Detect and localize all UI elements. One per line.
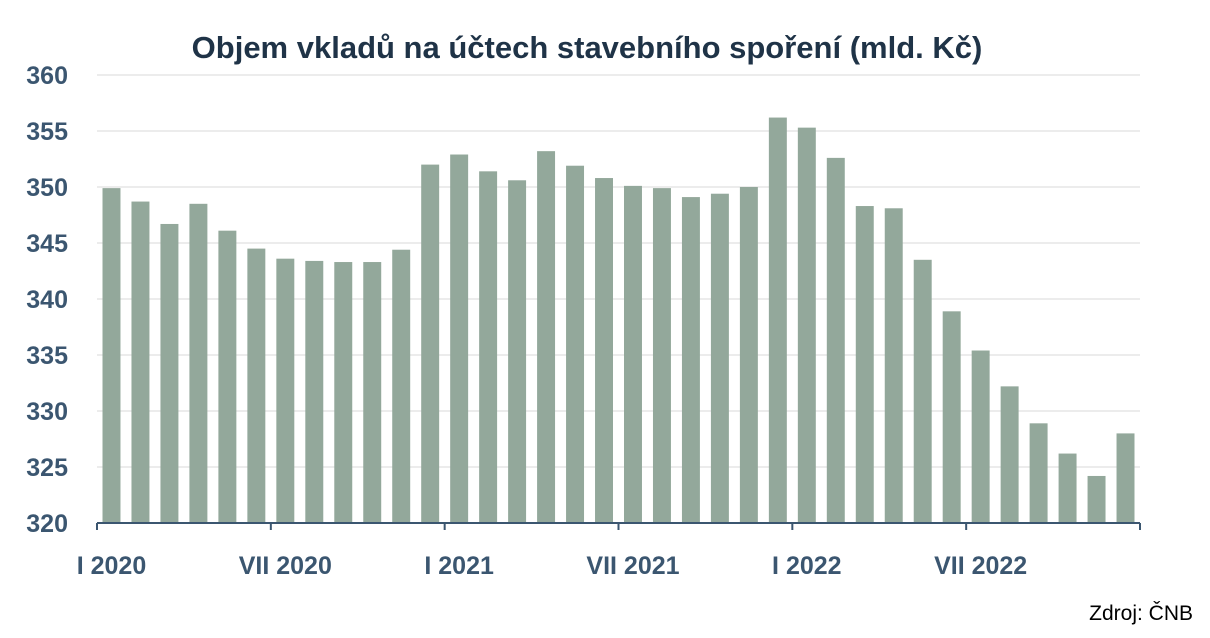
bar bbox=[508, 180, 527, 523]
y-tick-label: 345 bbox=[26, 230, 68, 258]
bar bbox=[1029, 423, 1048, 523]
bar bbox=[739, 187, 758, 523]
bar bbox=[624, 185, 642, 523]
y-tick-label: 325 bbox=[26, 454, 68, 482]
y-tick-label: 335 bbox=[26, 342, 68, 370]
bar bbox=[1087, 475, 1106, 523]
bar bbox=[855, 206, 874, 524]
bar bbox=[1116, 433, 1135, 523]
bar bbox=[652, 188, 671, 523]
bar bbox=[884, 208, 903, 523]
y-tick-label: 350 bbox=[26, 174, 68, 202]
bar bbox=[421, 164, 440, 523]
x-tick-label: I 2021 bbox=[424, 552, 494, 580]
bar bbox=[363, 262, 382, 523]
x-axis-ticks: I 2020 VII 2020 I 2021 VII 2021 I 2022 VII 20… bbox=[77, 552, 1027, 580]
bar bbox=[681, 197, 700, 523]
grid bbox=[97, 74, 1140, 468]
y-tick-label: 320 bbox=[26, 510, 68, 538]
bar bbox=[913, 259, 932, 523]
x-tick-label: VII 2020 bbox=[239, 552, 332, 580]
bar bbox=[768, 117, 787, 523]
bar bbox=[971, 350, 990, 523]
x-tick-label: VII 2021 bbox=[586, 552, 679, 580]
y-tick-label: 360 bbox=[26, 62, 68, 90]
bar bbox=[537, 151, 556, 523]
bar bbox=[595, 178, 613, 524]
bar bbox=[450, 154, 469, 523]
y-tick-label: 355 bbox=[26, 118, 68, 146]
bar bbox=[218, 230, 237, 523]
bar bbox=[276, 258, 295, 523]
x-tick-label: VII 2022 bbox=[934, 552, 1027, 580]
bar bbox=[566, 165, 585, 523]
bar bbox=[131, 201, 150, 523]
x-tick-label: I 2020 bbox=[77, 552, 147, 580]
axes bbox=[96, 522, 1141, 530]
bar bbox=[942, 311, 961, 523]
bar bbox=[102, 188, 121, 523]
bar bbox=[797, 127, 816, 523]
y-tick-label: 330 bbox=[26, 398, 68, 426]
source-note: Zdroj: ČNB bbox=[1089, 602, 1193, 625]
y-axis-ticks: 320 325 330 335 340 345 350 355 360 bbox=[26, 62, 68, 538]
x-tick-label: I 2022 bbox=[772, 552, 842, 580]
bar bbox=[479, 171, 498, 523]
bar bbox=[826, 157, 845, 523]
y-tick-label: 340 bbox=[26, 286, 68, 314]
bar bbox=[392, 249, 411, 523]
chart-title: Objem vkladů na účtech stavebního spořen… bbox=[192, 30, 983, 65]
bars bbox=[102, 117, 1135, 524]
bar bbox=[1000, 386, 1019, 523]
bar bbox=[305, 260, 324, 523]
bar bbox=[160, 223, 179, 523]
bar bbox=[1058, 453, 1077, 523]
bar bbox=[334, 262, 353, 523]
bar bbox=[247, 248, 266, 523]
bar bbox=[189, 203, 208, 524]
bar bbox=[710, 193, 729, 523]
